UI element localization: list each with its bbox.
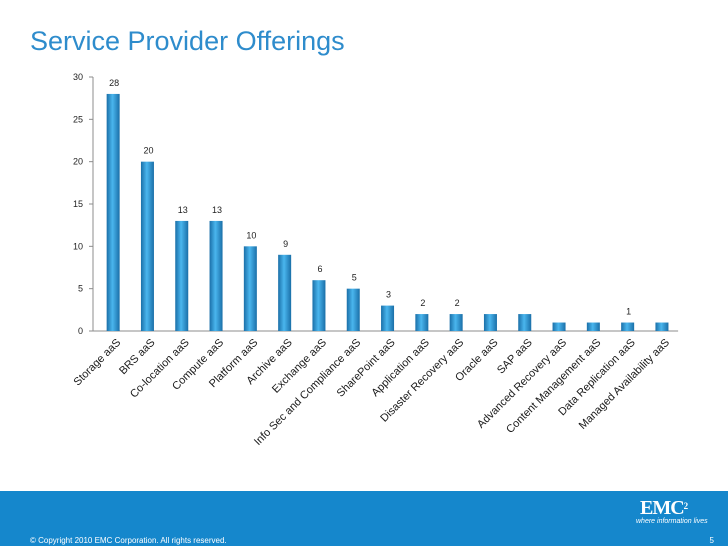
bar xyxy=(586,322,600,331)
data-label: 2 xyxy=(420,298,425,308)
bar xyxy=(312,280,326,331)
y-tick-label: 0 xyxy=(78,326,83,336)
data-label: 13 xyxy=(212,205,222,215)
bar xyxy=(449,314,463,331)
bar xyxy=(655,322,669,331)
data-label: 5 xyxy=(352,273,357,283)
y-tick-label: 15 xyxy=(73,199,83,209)
x-tick-label: Co-location aaS xyxy=(128,337,192,401)
x-tick-label: Storage aaS xyxy=(72,337,124,389)
y-tick-label: 5 xyxy=(78,284,83,294)
bar xyxy=(552,322,566,331)
bar xyxy=(483,314,497,331)
bar xyxy=(381,305,395,331)
emc-logo: EMC2 where information lives xyxy=(636,497,708,525)
bar xyxy=(106,93,120,331)
bar xyxy=(346,288,360,331)
bar xyxy=(243,246,257,331)
bar xyxy=(621,322,635,331)
y-tick-label: 20 xyxy=(73,157,83,167)
data-label: 2 xyxy=(455,298,460,308)
y-tick-label: 10 xyxy=(73,241,83,251)
logo-tagline: where information lives xyxy=(636,518,708,525)
bar xyxy=(209,220,223,331)
data-label: 20 xyxy=(143,146,153,156)
footer-band xyxy=(0,491,728,546)
y-tick-label: 30 xyxy=(73,72,83,82)
page-title: Service Provider Offerings xyxy=(30,26,345,56)
bar xyxy=(415,314,429,331)
data-label: 10 xyxy=(246,230,256,240)
data-label: 9 xyxy=(283,239,288,249)
data-label: 1 xyxy=(626,307,631,317)
bar xyxy=(518,314,532,331)
data-label: 13 xyxy=(178,205,188,215)
bar xyxy=(140,161,154,331)
bar xyxy=(175,220,189,331)
data-label: 6 xyxy=(317,264,322,274)
y-tick-label: 25 xyxy=(73,114,83,124)
bar xyxy=(278,254,292,331)
data-label: 3 xyxy=(386,290,391,300)
data-label: 28 xyxy=(109,78,119,88)
page-number: 5 xyxy=(709,536,714,545)
copyright-text: © Copyright 2010 EMC Corporation. All ri… xyxy=(30,536,227,545)
